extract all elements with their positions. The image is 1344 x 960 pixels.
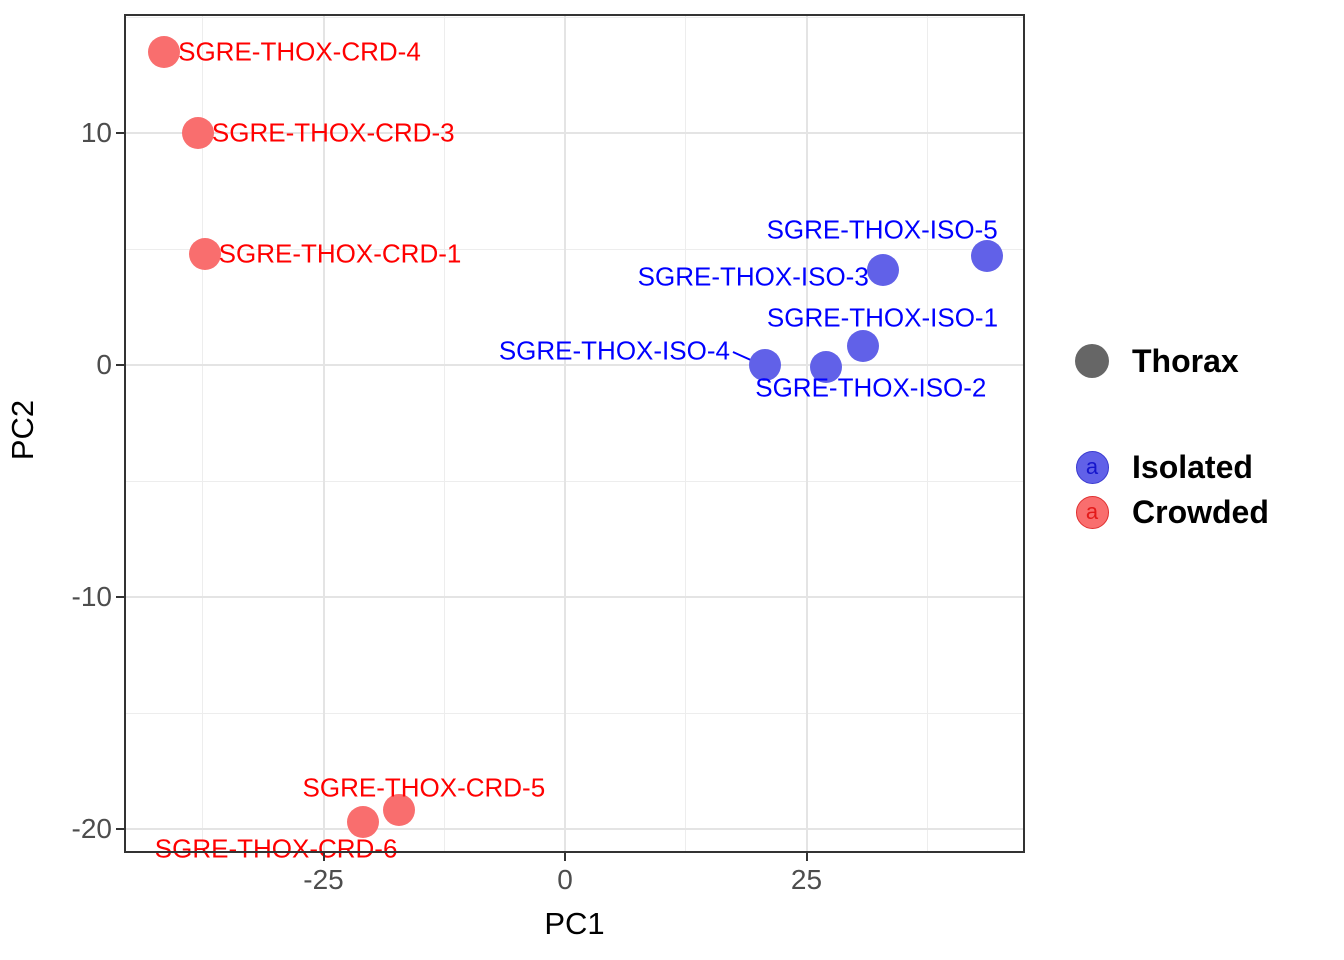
data-point-label: SGRE-THOX-ISO-3 — [637, 261, 869, 292]
minor-gridline-x — [926, 14, 928, 853]
data-point-sgre-thox-iso-2 — [809, 351, 842, 384]
minor-gridline-x — [202, 14, 204, 853]
y-tick-label: -10 — [71, 581, 112, 612]
data-point-label: SGRE-THOX-ISO-2 — [755, 372, 987, 403]
plot-panel: SGRE-THOX-ISO-4 SGRE-THOX-ISO-2 SGRE-THOX-… — [124, 14, 1025, 862]
data-point-label: SGRE-THOX-CRD-6 — [154, 833, 398, 864]
major-gridline-y — [124, 364, 1025, 366]
legend-key-box — [1058, 344, 1126, 378]
legend-item-isolated: a Isolated — [1058, 445, 1253, 489]
y-tick-mark — [116, 132, 124, 134]
legend-item-thorax: Thorax — [1058, 339, 1239, 383]
y-tick-mark — [116, 828, 124, 830]
x-tick-label: 25 — [790, 864, 823, 895]
x-tick-label: -25 — [303, 864, 344, 895]
minor-gridline-x — [685, 14, 687, 853]
major-gridline-y — [124, 132, 1025, 134]
data-point-sgre-thox-iso-5 — [971, 239, 1004, 272]
x-tick-mark — [564, 853, 566, 861]
major-gridline-x — [322, 14, 325, 853]
minor-gridline-x — [443, 14, 445, 853]
isolated-a-key-icon: a — [1075, 450, 1109, 484]
data-point-sgre-thox-crd-1 — [188, 237, 221, 270]
major-gridline-y — [124, 828, 1025, 830]
y-tick-label: 10 — [80, 117, 112, 148]
data-point-sgre-thox-iso-3 — [866, 253, 899, 286]
crowded-a-key-icon: a — [1075, 495, 1109, 529]
legend-label-thorax: Thorax — [1132, 342, 1239, 379]
data-point-sgre-thox-crd-5 — [382, 794, 415, 827]
data-point-label: SGRE-THOX-CRD-4 — [178, 36, 421, 67]
data-point-label: SGRE-THOX-CRD-5 — [302, 772, 546, 803]
data-point-sgre-thox-crd-4 — [148, 35, 181, 68]
x-tick-label: 0 — [557, 864, 573, 895]
x-axis-title: PC1 — [544, 906, 605, 941]
data-point-sgre-thox-iso-1 — [847, 330, 880, 363]
data-point-label: SGRE-THOX-CRD-3 — [211, 117, 455, 148]
minor-gridline-y — [124, 248, 1025, 250]
minor-gridline-y — [124, 712, 1025, 714]
data-point-label: SGRE-THOX-ISO-5 — [766, 214, 998, 245]
legend-item-crowded: a Crowded — [1058, 490, 1269, 534]
thorax-point-icon — [1075, 344, 1109, 378]
y-axis-title: PC2 — [5, 399, 40, 461]
legend-key-box: a — [1058, 495, 1126, 529]
data-point-label: SGRE-THOX-CRD-1 — [218, 237, 462, 268]
x-tick-mark — [805, 853, 808, 861]
y-tick-label: -20 — [71, 813, 112, 844]
data-point-sgre-thox-iso-4 — [748, 349, 781, 381]
major-gridline-x — [564, 14, 566, 853]
y-tick-mark — [116, 364, 124, 366]
legend-label-crowded: Crowded — [1132, 493, 1269, 530]
major-gridline-y — [124, 596, 1025, 598]
major-gridline-x — [805, 14, 808, 853]
minor-gridline-y — [124, 480, 1025, 482]
data-point-label: SGRE-THOX-ISO-4 — [498, 335, 730, 366]
legend-key-box: a — [1058, 450, 1126, 484]
x-tick-mark — [322, 853, 325, 861]
data-point-sgre-thox-crd-3 — [181, 117, 214, 149]
y-tick-mark — [116, 596, 124, 598]
data-point-label: SGRE-THOX-ISO-1 — [766, 302, 999, 333]
data-point-sgre-thox-crd-6 — [347, 806, 380, 839]
y-tick-label: 0 — [96, 349, 112, 380]
minor-gridline-y — [124, 16, 1025, 18]
legend-label-isolated: Isolated — [1132, 448, 1253, 485]
